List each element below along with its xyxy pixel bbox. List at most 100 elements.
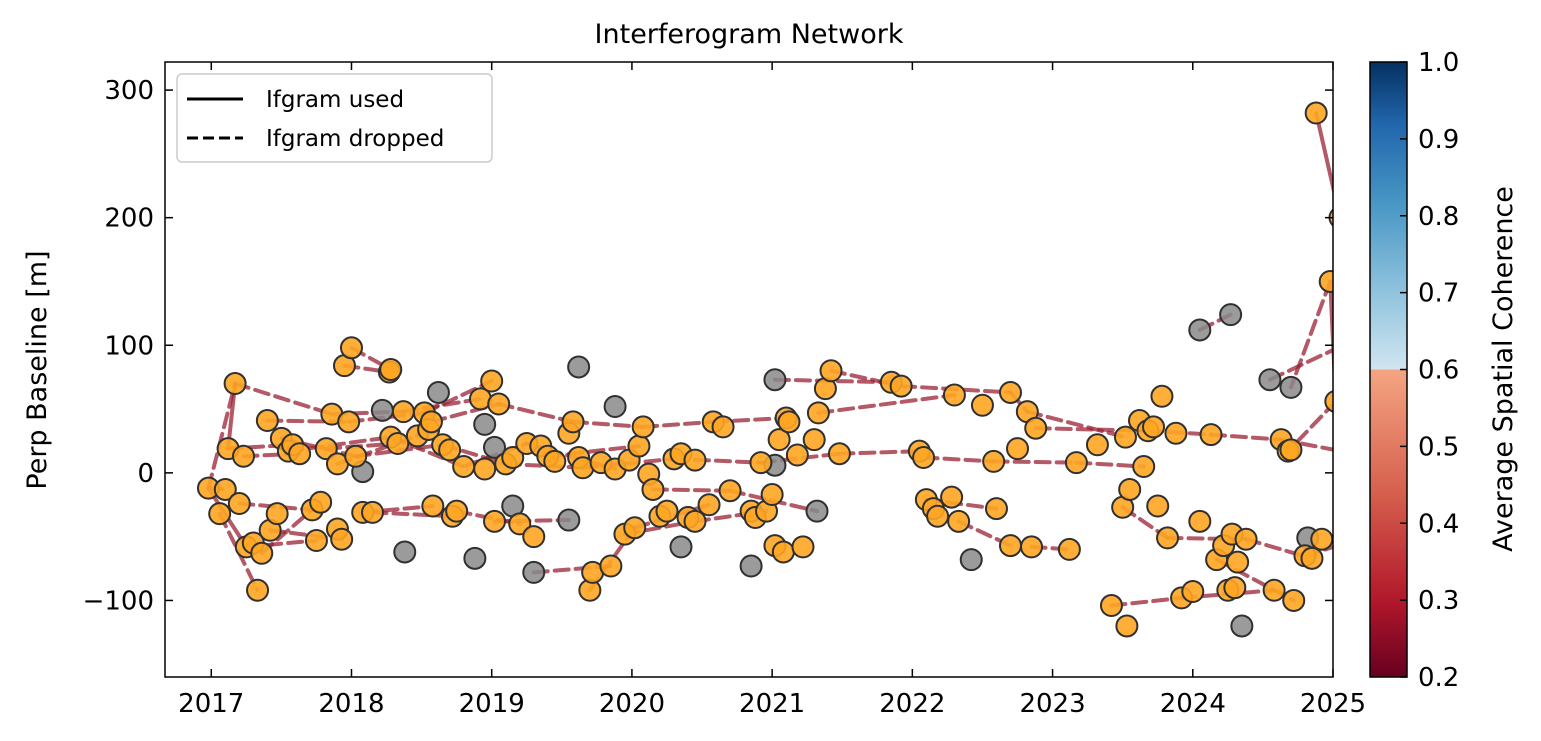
ifgram-used-edge: [1351, 341, 1368, 456]
y-tick-label: −100: [83, 586, 154, 616]
acquisition-point: [480, 369, 504, 393]
colorbar-tick-label: 0.4: [1418, 509, 1459, 539]
x-axis-ticks: 2017 2018 2019 2020 2021 2022 2023 2024 2025: [178, 62, 1366, 719]
acquisition-point: [970, 393, 994, 417]
acquisition-point: [473, 457, 497, 481]
acquisition-point: [912, 446, 936, 470]
acquisition-point: [379, 358, 403, 381]
acquisition-point: [999, 380, 1023, 404]
acquisition-point: [760, 483, 784, 507]
acquisition-point: [683, 448, 707, 472]
acquisition-dropped-point: [426, 380, 450, 404]
acquisition-point: [806, 401, 830, 425]
acquisition-point: [1099, 594, 1123, 618]
colorbar-label: Average Spatial Coherence: [1488, 186, 1519, 552]
acquisition-point: [1188, 509, 1212, 533]
acquisition-point: [250, 541, 274, 565]
x-tick-label: 2025: [1300, 689, 1366, 719]
acquisition-dropped-point: [1188, 318, 1212, 342]
acquisition-point: [1300, 546, 1324, 570]
acquisition-point: [785, 443, 809, 467]
acquisition-point: [697, 493, 721, 517]
edges-layer: [206, 111, 1368, 608]
acquisition-dropped-point: [1279, 375, 1303, 399]
ifgram-dropped-edge: [496, 401, 576, 424]
acquisition-point: [288, 442, 312, 466]
acquisition-point: [1304, 101, 1328, 125]
ifgram-used-edge: [1340, 218, 1351, 342]
acquisition-point: [223, 372, 247, 396]
acquisition-dropped-point: [370, 398, 394, 422]
acquisition-dropped-point: [805, 499, 829, 523]
acquisition-point: [1279, 438, 1303, 462]
x-tick-label: 2023: [1019, 689, 1085, 719]
acquisition-point: [683, 509, 707, 533]
legend-label-dropped: Ifgram dropped: [266, 126, 444, 152]
x-tick-label: 2022: [879, 689, 945, 719]
x-tick-label: 2024: [1160, 689, 1226, 719]
ifgram-dropped-edge: [206, 381, 238, 491]
acquisition-point: [777, 410, 801, 434]
ifgram-dropped-edge: [921, 455, 996, 464]
ifgram-dropped-edge: [1025, 409, 1128, 440]
acquisition-point: [1234, 527, 1258, 551]
acquisition-dropped-point: [393, 540, 417, 564]
ifgram-dropped-edge: [650, 487, 733, 493]
acquisition-point: [561, 410, 585, 434]
acquisition-point: [543, 449, 567, 473]
acquisition-point: [1310, 527, 1333, 551]
ifgram-dropped-edge: [429, 401, 501, 424]
acquisition-point: [942, 383, 966, 407]
acquisition-point: [1156, 526, 1180, 550]
acquisition-point: [483, 509, 507, 533]
ifgram-dropped-edge: [772, 377, 894, 385]
acquisition-dropped-point: [522, 560, 546, 584]
ifgram-dropped-edge: [1209, 432, 1284, 442]
acquisition-point: [391, 400, 415, 424]
acquisition-point: [1181, 580, 1205, 604]
acquisition-point: [627, 434, 651, 458]
acquisition-point: [655, 499, 679, 523]
acquisition-point: [232, 444, 256, 468]
acquisition-point: [1199, 423, 1223, 447]
acquisition-point: [1146, 494, 1170, 518]
acquisition-point: [438, 438, 462, 462]
acquisition-point: [641, 477, 665, 501]
acquisition-dropped-point: [959, 548, 983, 572]
ifgram-used-edge: [1328, 279, 1333, 385]
y-tick-label: 100: [104, 331, 154, 361]
x-tick-label: 2017: [178, 689, 244, 719]
acquisition-point: [508, 512, 532, 536]
acquisition-point: [339, 336, 363, 360]
ifgram-dropped-edge: [1288, 279, 1333, 390]
colorbar-tick-label: 0.5: [1418, 432, 1459, 462]
acquisition-point: [361, 500, 385, 524]
colorbar-tick-label: 0.8: [1418, 202, 1459, 232]
colorbar-tick-label: 0.3: [1418, 586, 1459, 616]
acquisition-point: [926, 504, 950, 528]
ifgram-dropped-edge: [233, 381, 334, 417]
acquisition-dropped-point: [1219, 303, 1243, 327]
acquisition-point: [1341, 331, 1362, 352]
acquisition-dropped-point: [1230, 614, 1254, 638]
acquisition-point: [1113, 425, 1137, 449]
ifgram-dropped-edge: [693, 509, 769, 524]
acquisition-point: [386, 432, 410, 456]
ifgram-used-edge: [1314, 111, 1333, 196]
ifgram-dropped-edge: [632, 502, 712, 530]
acquisition-point: [1262, 578, 1286, 602]
acquisition-point: [304, 528, 328, 552]
acquisition-point: [501, 446, 525, 470]
ifgram-dropped-edge: [641, 419, 716, 429]
colorbar-tick-label: 0.7: [1418, 279, 1459, 309]
ifgram-dropped-edge: [837, 449, 922, 456]
plot-frame: [164, 61, 1334, 678]
acquisition-point: [771, 540, 795, 564]
acquisition-point: [487, 392, 511, 416]
x-tick-label: 2021: [739, 689, 805, 719]
acquisition-point: [749, 451, 773, 475]
acquisition-point: [1006, 437, 1030, 461]
legend: Ifgram used Ifgram dropped: [176, 73, 493, 163]
colorbar-ticks: 0.2 0.3 0.4 0.5 0.6 0.7 0.8 0.9 1.0: [1400, 48, 1459, 693]
